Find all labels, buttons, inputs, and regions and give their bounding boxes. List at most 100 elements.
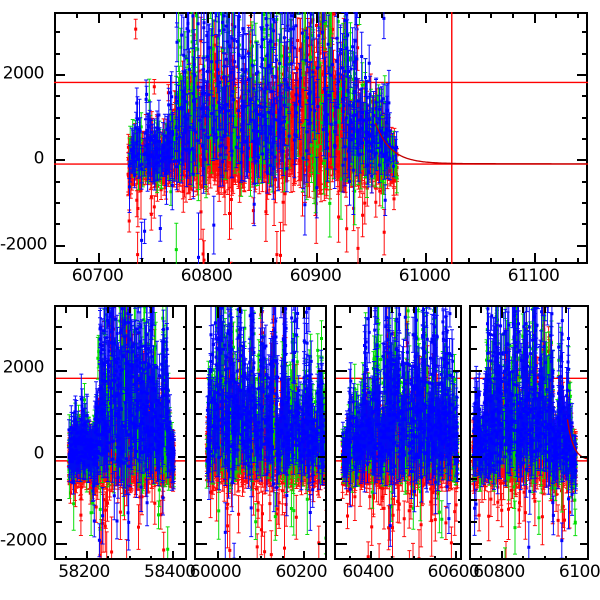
axis-tick-y	[183, 348, 185, 351]
segment-plot-area	[196, 307, 325, 558]
axis-tick-y	[56, 456, 67, 459]
axis-tick-y	[471, 520, 477, 523]
axis-tick-x	[250, 258, 253, 264]
axis-tick-y	[183, 477, 185, 480]
axis-tick-x	[162, 12, 165, 18]
axis-tick-y	[585, 499, 587, 502]
axis-tick-y	[458, 326, 460, 329]
axis-tick-y	[323, 520, 325, 523]
axis-tick-y	[458, 477, 460, 480]
axis-tick-y	[56, 520, 62, 523]
axis-tick-y	[56, 348, 62, 351]
axis-tick-x	[543, 307, 546, 313]
axis-tick-x	[324, 556, 325, 558]
axis-tick-x	[184, 258, 187, 264]
axis-tick-x	[412, 556, 415, 558]
axis-tick-y	[323, 477, 325, 480]
axis-tick-x	[380, 12, 383, 18]
axis-tick-x	[119, 12, 122, 18]
axis-tick-x	[455, 307, 458, 318]
markers	[205, 307, 325, 558]
axis-tick-x	[565, 307, 568, 313]
axis-tick-y	[56, 412, 62, 415]
axis-tick-x	[359, 258, 362, 264]
axis-tick-x	[184, 12, 187, 18]
axis-tick-x	[555, 258, 558, 264]
axis-tick-x	[141, 12, 144, 18]
axis-tick-x	[391, 307, 394, 313]
axis-tick-x	[501, 307, 503, 318]
segment-datapoints	[196, 307, 325, 558]
axis-tick-y	[183, 520, 185, 523]
axis-tick-x	[501, 551, 503, 558]
axis-tick-x	[119, 258, 122, 264]
axis-tick-x	[206, 12, 209, 23]
axis-tick-y	[458, 348, 460, 351]
axis-tick-x	[533, 253, 536, 264]
axis-tick-x	[543, 556, 546, 558]
axis-tick-x	[337, 258, 340, 264]
axis-tick-x	[217, 551, 220, 558]
axis-tick-y	[458, 391, 460, 394]
axis-tick-x	[293, 258, 296, 264]
axis-tick-y	[336, 499, 342, 502]
axis-tick-x	[402, 258, 405, 264]
axis-tick-y	[336, 434, 342, 437]
axis-tick-x	[380, 258, 383, 264]
series-blue	[205, 307, 325, 558]
axis-tick-y	[336, 369, 347, 372]
series-blue	[340, 307, 460, 547]
axis-tick-y	[54, 138, 60, 140]
axis-tick-x	[128, 307, 131, 313]
axis-tick-x	[511, 12, 514, 18]
axis-tick-x	[424, 253, 427, 264]
axis-tick-y	[183, 499, 185, 502]
axis-tick-x	[565, 556, 568, 558]
axis-tick-y	[471, 456, 482, 459]
axis-tick-x	[370, 551, 373, 558]
markers	[128, 12, 399, 252]
axis-tick-y	[471, 348, 477, 351]
axis-tick-y	[196, 412, 202, 415]
axis-tick-y	[582, 202, 588, 205]
axis-tick-x	[228, 258, 231, 264]
axis-tick-y	[336, 348, 342, 351]
axis-tick-y	[582, 52, 588, 55]
axis-tick-y	[54, 244, 65, 247]
axis-tick-x	[217, 307, 220, 318]
bottom-panel-segment-4	[469, 305, 589, 560]
axis-tick-x	[468, 12, 471, 18]
axis-tick-x	[64, 307, 67, 313]
axis-tick-y	[471, 499, 477, 502]
y-axis-tick-label: -2000	[0, 234, 47, 255]
x-axis-tick-label: 61000	[558, 562, 600, 582]
x-axis-tick-label: 61100	[507, 266, 560, 286]
axis-tick-y	[471, 369, 482, 372]
axis-tick-x	[238, 307, 241, 313]
axis-tick-y	[323, 499, 325, 502]
x-axis-tick-label: 60200	[275, 562, 328, 582]
axis-tick-x	[468, 258, 471, 264]
axis-tick-x	[228, 12, 231, 18]
axis-tick-y	[54, 95, 60, 98]
axis-tick-x	[75, 12, 78, 18]
axis-tick-y	[54, 116, 60, 119]
axis-tick-y	[323, 412, 325, 415]
axis-tick-y	[183, 326, 185, 329]
axis-tick-x	[107, 307, 110, 313]
axis-tick-y	[196, 391, 202, 394]
axis-tick-y	[196, 477, 202, 480]
axis-tick-x	[260, 307, 263, 313]
axis-tick-y	[56, 369, 67, 372]
axis-tick-y	[196, 542, 207, 545]
axis-tick-y	[318, 369, 325, 372]
axis-tick-x	[86, 307, 89, 318]
markers	[471, 307, 578, 549]
axis-tick-y	[336, 326, 342, 329]
axis-tick-y	[458, 412, 460, 415]
axis-tick-y	[471, 434, 477, 437]
axis-tick-y	[196, 326, 202, 329]
axis-tick-x	[424, 12, 427, 23]
axis-tick-y	[183, 412, 185, 415]
axis-tick-y	[458, 434, 460, 437]
